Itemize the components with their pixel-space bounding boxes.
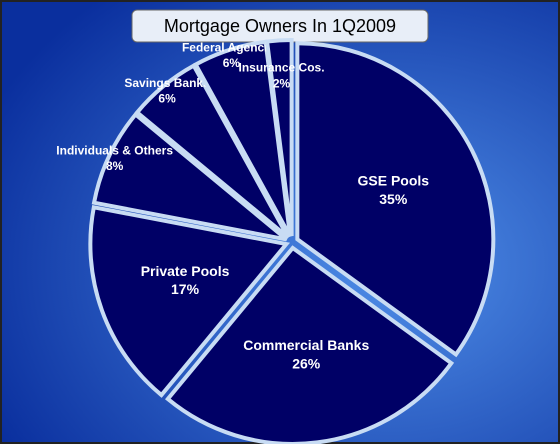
slice-label: Private Pools	[141, 263, 230, 279]
pie-slice	[264, 38, 294, 237]
pie-slice	[91, 111, 288, 242]
value-label: 2%	[273, 76, 291, 90]
pie-slice	[295, 41, 496, 358]
value-label: 26%	[292, 355, 321, 371]
slice-label: Individuals & Others	[56, 144, 173, 158]
slice-label: GSE Pools	[358, 173, 430, 189]
slice-label: Insurance Cos.	[239, 61, 325, 75]
value-label: 35%	[379, 191, 408, 207]
value-label: 17%	[171, 281, 200, 297]
chart-title: Mortgage Owners In 1Q2009	[164, 16, 396, 36]
slice-label: Commercial Banks	[243, 337, 369, 353]
slice-label: Federal Agencies	[182, 41, 281, 55]
pie-slice	[88, 204, 291, 398]
value-label: 6%	[158, 92, 176, 106]
pie-slice	[165, 245, 455, 444]
value-label: 6%	[223, 56, 241, 70]
pie-slice	[134, 62, 290, 239]
value-label: 8%	[106, 159, 124, 173]
slice-label: Savings Banks	[124, 76, 210, 90]
